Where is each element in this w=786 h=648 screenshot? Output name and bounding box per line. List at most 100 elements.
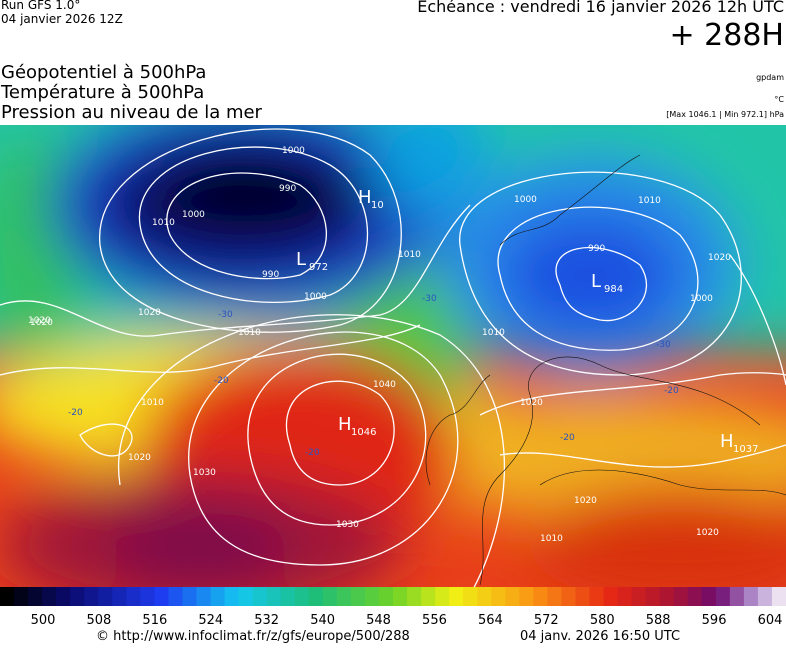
colorbar-swatch <box>168 587 183 606</box>
colorbar-swatch <box>421 587 436 606</box>
pressure-center-letter: H <box>720 431 734 452</box>
colorbar-swatch <box>126 587 141 606</box>
pressure-center-value: 10 <box>371 200 384 211</box>
legend-line: Géopotentiel à 500hPa <box>1 62 207 83</box>
colorbar-swatch <box>617 587 633 606</box>
isobar-label: 1020 <box>696 528 719 538</box>
source-link[interactable]: © http://www.infoclimat.fr/z/gfs/europe/… <box>96 629 410 644</box>
temperature-label: -30 <box>218 310 233 320</box>
colorbar-swatch <box>224 587 240 606</box>
pressure-center-value: 1046 <box>351 427 376 438</box>
coastlines <box>425 154 786 586</box>
colorbar-tick-label: 500 <box>31 613 56 628</box>
colorbar-swatch <box>715 587 731 606</box>
colorbar-swatch <box>547 587 562 606</box>
isobar-label: 1010 <box>482 328 505 338</box>
colorbar-swatch <box>364 587 380 606</box>
colorbar-swatch <box>238 587 254 606</box>
colorbar-swatch <box>280 587 296 606</box>
colorbar-swatch <box>771 587 786 606</box>
isobar-label: 1000 <box>282 146 305 156</box>
lead-time: + 288H <box>669 18 785 53</box>
colorbar-tick-label: 572 <box>534 613 559 628</box>
isobar-label: 1010 <box>540 534 563 544</box>
colorbar-tick-label: 564 <box>478 613 503 628</box>
colorbar-swatch <box>182 587 197 606</box>
pressure-center-value: 984 <box>604 284 623 295</box>
colorbar-swatch <box>393 587 408 606</box>
isobar-label: 1000 <box>514 195 537 205</box>
colorbar-tick-label: 508 <box>87 613 112 628</box>
colorbar-tick-label: 548 <box>366 613 391 628</box>
colorbar-swatch <box>533 587 548 606</box>
colorbar-swatch <box>210 587 226 606</box>
pressure-center-value: 1037 <box>733 444 758 455</box>
colorbar-swatch <box>98 587 113 606</box>
colorbar-swatch <box>757 587 773 606</box>
colorbar-swatch <box>56 587 71 606</box>
unit-temperature: °C <box>774 95 784 104</box>
colorbar-swatch <box>729 587 745 606</box>
colorbar-swatch <box>350 587 366 606</box>
isobar-label: 1010 <box>398 250 421 260</box>
colorbar-swatch <box>519 587 534 606</box>
colorbar-tick-label: 516 <box>142 613 167 628</box>
field <box>0 125 786 587</box>
colorbar-swatch <box>154 587 169 606</box>
isobar-label: 1010 <box>238 328 261 338</box>
colorbar-swatch <box>575 587 590 606</box>
colorbar-swatch <box>140 587 155 606</box>
colorbar-swatch <box>561 587 576 606</box>
isobar-label: 990 <box>262 270 279 280</box>
legend-line: Température à 500hPa <box>1 82 205 103</box>
colorbar-swatch <box>463 587 478 606</box>
run-label: Run GFS 1.0° <box>1 0 81 12</box>
colorbar-swatch <box>14 587 29 606</box>
colorbar-swatch <box>701 587 717 606</box>
colorbar-swatch <box>645 587 661 606</box>
isobar-label: 1020 <box>138 308 161 318</box>
isobar-label: 1000 <box>304 292 327 302</box>
timestamp: 04 janv. 2026 16:50 UTC <box>520 629 681 644</box>
colorbar-swatch <box>673 587 689 606</box>
temperature-label: -20 <box>214 376 229 386</box>
isobar-label: 1020 <box>28 316 51 326</box>
isobar-label: 1000 <box>182 210 205 220</box>
colorbar-tick-label: 604 <box>758 613 783 628</box>
colorbar-swatch <box>112 587 127 606</box>
colorbar-swatch <box>631 587 647 606</box>
colorbar-swatch <box>196 587 212 606</box>
colorbar-swatch <box>477 587 492 606</box>
colorbar-swatch <box>435 587 450 606</box>
colorbar-swatch <box>252 587 268 606</box>
isobar-label: 1020 <box>520 398 543 408</box>
isobar-label: 1020 <box>128 453 151 463</box>
colorbar: 500 508 516 524 532 540 548 556 564 572 580 588 596 6… <box>0 587 786 628</box>
colorbar-swatch <box>336 587 352 606</box>
colorbar-swatch <box>659 587 675 606</box>
colorbar-tick-label: 596 <box>702 613 727 628</box>
isobar-label: 990 <box>279 184 296 194</box>
temperature-label: -30 <box>422 294 437 304</box>
colorbar-swatch <box>294 587 310 606</box>
pressure-range: [Max 1046.1 | Min 972.1] hPa <box>666 110 784 119</box>
run-date: 04 janvier 2026 12Z <box>1 12 123 26</box>
colorbar-swatch <box>589 587 605 606</box>
colorbar-swatch <box>505 587 520 606</box>
temperature-label: -20 <box>305 448 320 458</box>
colorbar-swatch <box>687 587 703 606</box>
colorbar-swatch <box>743 587 759 606</box>
isobar-label: 1020 <box>574 496 597 506</box>
isobar-label: 1030 <box>193 468 216 478</box>
legend-line: Pression au niveau de la mer <box>1 102 262 123</box>
colorbar-swatch <box>70 587 85 606</box>
pressure-center-value: 972 <box>309 262 328 273</box>
colorbar-swatch <box>407 587 422 606</box>
colorbar-tick-label: 588 <box>646 613 671 628</box>
isobar-label: 1030 <box>336 520 359 530</box>
colorbar-swatch <box>42 587 57 606</box>
isobars <box>0 128 786 587</box>
colorbar-swatch <box>449 587 464 606</box>
